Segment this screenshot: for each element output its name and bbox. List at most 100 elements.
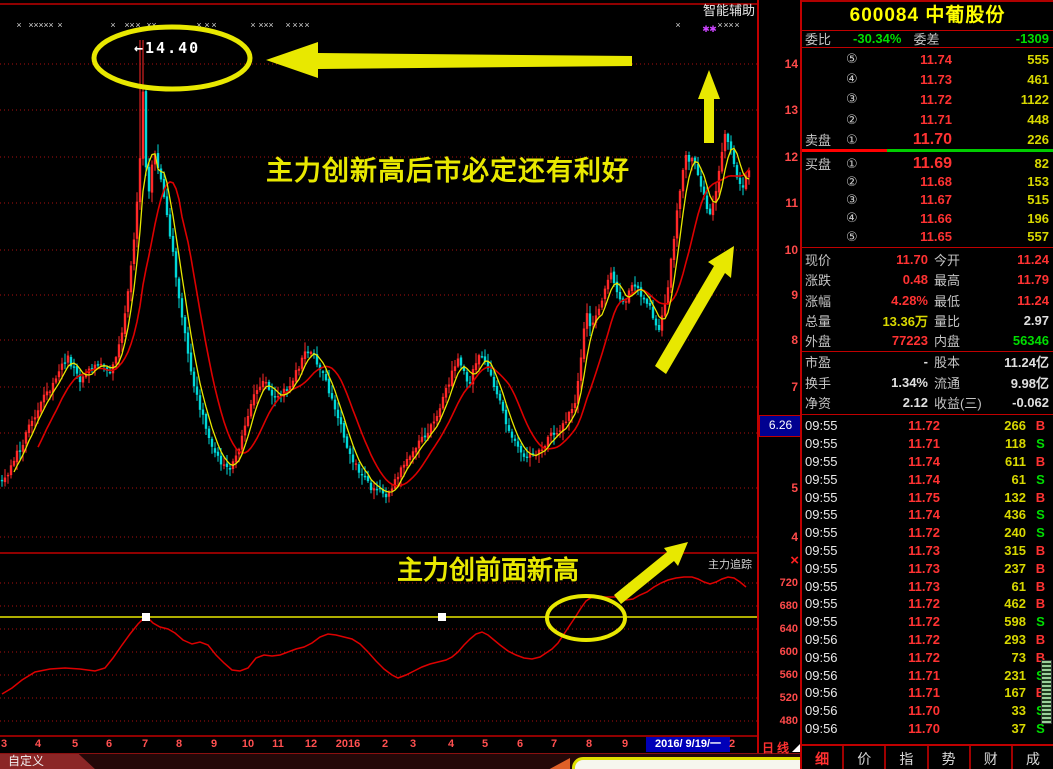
tick-time: 09:55	[805, 453, 838, 469]
tick-time: 09:56	[805, 631, 838, 647]
bid-row[interactable]: ⑤ 11.65 557	[802, 228, 1053, 246]
price-axis-tick: 12	[784, 150, 798, 164]
bid-levels: 买盘 ① 11.69 82 ② 11.68 153 ③ 11.67 515 ④ 11.66 196 ⑤ 11…	[802, 154, 1053, 246]
bid-row[interactable]: 买盘 ① 11.69 82	[802, 154, 1053, 173]
tick-side: B	[1035, 542, 1046, 558]
gridlines	[0, 63, 757, 722]
x-mark-icon: ×	[258, 20, 263, 30]
tick-price: 11.72	[908, 525, 940, 541]
ask-row[interactable]: ④ 11.73 461	[802, 69, 1053, 89]
ma-slow-line	[37, 168, 750, 487]
ask-levels: ⑤ 11.74 555 ④ 11.73 461 ③ 11.72 1122 ② 11.71 448 卖盘 ①…	[802, 49, 1053, 150]
tick-volume: 61	[1011, 471, 1026, 487]
tick-price: 11.74	[908, 471, 940, 487]
indicator-axis-tick: 480	[779, 715, 798, 727]
bid-row[interactable]: ② 11.68 153	[802, 172, 1053, 190]
x-mark-icon: ×	[298, 20, 303, 30]
tick-time: 09:56	[805, 720, 838, 736]
level-number: ①	[846, 155, 858, 171]
info-label: 内盘	[934, 334, 961, 350]
date-axis-tick: 2	[381, 738, 389, 750]
bid-volume: 196	[1027, 210, 1049, 226]
quote-info-row: 涨跌 0.48 最高 11.79	[802, 270, 1053, 291]
tick-volume: 293	[1004, 631, 1026, 647]
bid-price: 11.66	[920, 210, 952, 226]
date-box[interactable]: 2016/ 9/19/一	[646, 737, 730, 752]
x-mark-icon: ×	[675, 20, 680, 30]
bid-row[interactable]: ③ 11.67 515	[802, 191, 1053, 209]
quote-info-row: 总量 13.36万 量比 2.97	[802, 311, 1053, 332]
info-value: 9.98亿	[1010, 375, 1049, 391]
date-axis-tick: 2	[728, 738, 736, 750]
date-axis-tick: 12	[304, 738, 318, 750]
weibi-value: -30.34%	[853, 30, 902, 46]
separator	[802, 247, 1053, 248]
info-label: 流通	[934, 375, 961, 391]
tick-list: 09:55 11.72 266 B 09:55 11.71 118 S 09:55 11.74 61…	[802, 417, 1053, 738]
tick-time: 09:55	[805, 596, 838, 612]
bid-price: 11.68	[920, 174, 952, 190]
quote-info-grid: 现价 11.70 今开 11.24 涨跌 0.48 最高 11.79 涨幅 4.28% 最低 11.2…	[802, 249, 1053, 413]
info-label: 换手	[805, 375, 832, 391]
custom-tab[interactable]: 自定义	[0, 754, 96, 769]
smart-assist-label[interactable]: 智能辅助	[703, 3, 755, 18]
line-handle[interactable]	[438, 613, 446, 621]
info-value: 0.48	[902, 272, 928, 288]
info-label: 今开	[934, 252, 961, 268]
level-number: ③	[846, 191, 858, 207]
ask-row[interactable]: ② 11.71 448	[802, 110, 1053, 130]
sidebar-tab-指[interactable]: 指	[886, 746, 929, 769]
indicator-axis-tick: 600	[779, 646, 798, 658]
x-mark-icon: ×	[135, 20, 140, 30]
weicha-value: -1309	[1015, 30, 1049, 46]
info-label: 外盘	[805, 334, 832, 350]
level-number: ②	[846, 173, 858, 189]
x-mark-icon: ×	[292, 20, 297, 30]
info-label: 净资	[805, 396, 832, 412]
x-mark-icon: ×	[263, 20, 268, 30]
bid-row[interactable]: ④ 11.66 196	[802, 209, 1053, 227]
price-axis-tick: 4	[791, 530, 798, 544]
sidebar-tab-财[interactable]: 财	[971, 746, 1013, 769]
bottom-strip: 自定义	[0, 753, 800, 769]
info-value: 4.28%	[891, 292, 928, 308]
tick-volume: 231	[1004, 667, 1026, 683]
tick-side: S	[1036, 525, 1045, 541]
price-tag: 6.26	[759, 415, 802, 437]
scrollbar-thumb[interactable]	[1041, 660, 1052, 724]
sidebar-tab-价[interactable]: 价	[844, 746, 887, 769]
ask-row[interactable]: ⑤ 11.74 555	[802, 49, 1053, 69]
sidebar-tab-细[interactable]: 细	[802, 746, 845, 769]
tick-time: 09:56	[805, 649, 838, 665]
ask-row[interactable]: ③ 11.72 1122	[802, 89, 1053, 109]
tick-time: 09:55	[805, 542, 838, 558]
ask-volume: 555	[1027, 51, 1049, 67]
info-value: 1.34%	[891, 374, 928, 390]
bid-volume: 515	[1027, 192, 1049, 208]
tick-row: 09:55 11.73 61 B	[802, 577, 1053, 595]
date-axis-tick: 5	[71, 738, 79, 750]
bid-label: 买盘	[805, 157, 832, 172]
line-handle[interactable]	[142, 613, 150, 621]
tick-volume: 118	[1005, 436, 1026, 452]
info-value: -0.062	[1012, 395, 1049, 411]
ask-volume: 226	[1027, 132, 1049, 148]
sidebar-tab-势[interactable]: 势	[929, 746, 971, 769]
sidebar-tab-成[interactable]: 成	[1025, 750, 1040, 767]
tick-volume: 462	[1004, 596, 1026, 612]
period-label[interactable]: 日线	[762, 741, 793, 755]
bid-ask-ratio-bar	[802, 149, 1053, 152]
tick-price: 11.72	[908, 649, 940, 665]
tick-row: 09:56 11.72 73 B	[802, 648, 1053, 666]
tick-time: 09:55	[805, 489, 838, 505]
x-mark-icon: ×	[16, 20, 21, 30]
info-label: 量比	[934, 314, 961, 330]
bid-price: 11.65	[920, 229, 952, 245]
info-value: -	[923, 354, 928, 370]
close-icon[interactable]: ×	[790, 552, 799, 569]
ask-row[interactable]: 卖盘 ① 11.70 226	[802, 130, 1053, 150]
info-label: 收益(三)	[934, 396, 982, 412]
ask-volume: 461	[1027, 71, 1049, 87]
quote-info-row: 现价 11.70 今开 11.24	[802, 249, 1053, 270]
